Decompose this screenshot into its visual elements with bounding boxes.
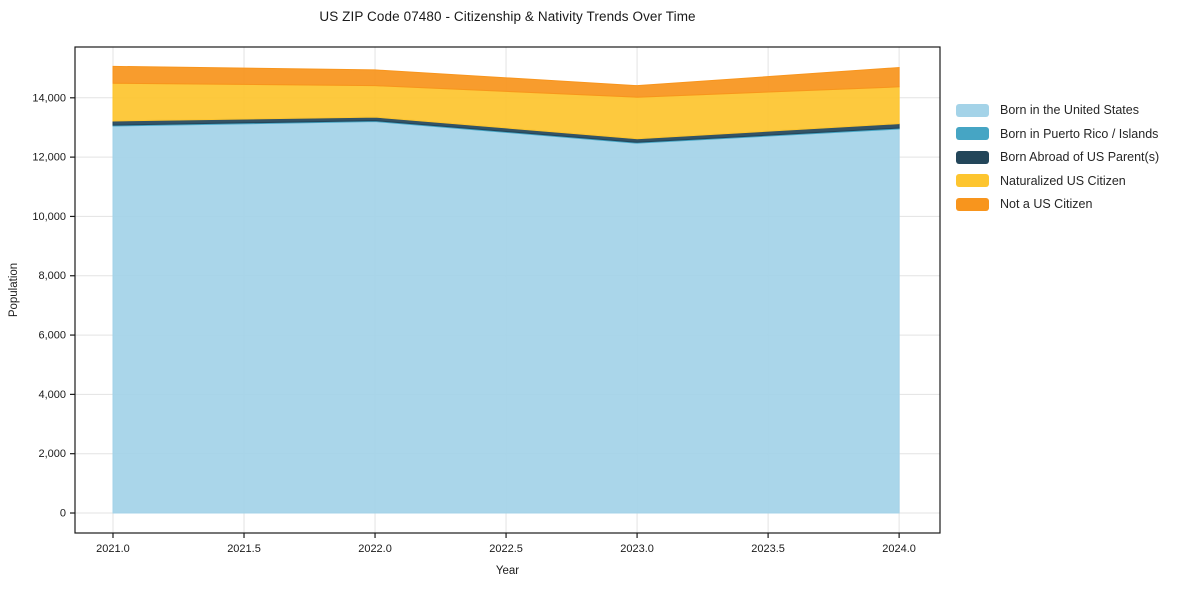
legend-swatch-icon xyxy=(956,197,989,211)
legend-item-born-abroad-of-us-parent-s: Born Abroad of US Parent(s) xyxy=(956,150,1159,164)
legend-swatch-icon xyxy=(956,127,989,140)
legend-item-naturalized-us-citizen: Naturalized US Citizen xyxy=(956,174,1159,188)
area-not-a-us-citizen xyxy=(112,65,900,98)
legend-swatch-icon xyxy=(956,150,989,164)
legend-swatch-icon xyxy=(956,174,989,187)
y-tick-label: 0 xyxy=(60,508,66,520)
legend-label: Born in Puerto Rico / Islands xyxy=(1000,126,1159,141)
legend-item-born-in-the-united-states: Born in the United States xyxy=(956,103,1159,117)
y-tick-label: 4,000 xyxy=(38,389,66,401)
x-tick-label: 2021.0 xyxy=(96,543,130,555)
legend-label: Born in the United States xyxy=(1000,103,1139,117)
x-tick-label: 2023.5 xyxy=(751,543,785,555)
x-tick-label: 2022.0 xyxy=(358,543,392,555)
x-tick-label: 2021.5 xyxy=(227,543,261,555)
legend-label: Born Abroad of US Parent(s) xyxy=(1000,150,1160,164)
y-tick-label: 2,000 xyxy=(38,448,66,460)
legend-item-born-in-puerto-rico-islands: Born in Puerto Rico / Islands xyxy=(956,127,1159,141)
x-tick-label: 2024.0 xyxy=(882,543,916,555)
legend: Born in the United States Born in Puerto … xyxy=(956,103,1159,211)
legend-swatch-icon xyxy=(956,103,989,117)
x-tick-label: 2023.0 xyxy=(620,543,654,555)
legend-label: Not a US Citizen xyxy=(1000,197,1093,211)
chart-title: US ZIP Code 07480 - Citizenship & Nativi… xyxy=(319,9,696,24)
x-axis-label: Year xyxy=(495,565,520,577)
y-tick-label: 10,000 xyxy=(32,211,66,223)
area-born-in-the-united-states xyxy=(112,121,900,514)
x-tick-label: 2022.5 xyxy=(489,543,523,555)
y-tick-label: 14,000 xyxy=(32,92,66,104)
y-tick-label: 12,000 xyxy=(32,152,66,164)
y-axis-label: Population xyxy=(8,262,20,318)
legend-item-not-a-us-citizen: Not a US Citizen xyxy=(956,197,1159,211)
y-tick-label: 6,000 xyxy=(38,330,66,342)
plot-border xyxy=(74,46,941,534)
legend-label: Naturalized US Citizen xyxy=(1000,173,1126,188)
y-tick-label: 8,000 xyxy=(38,270,66,282)
